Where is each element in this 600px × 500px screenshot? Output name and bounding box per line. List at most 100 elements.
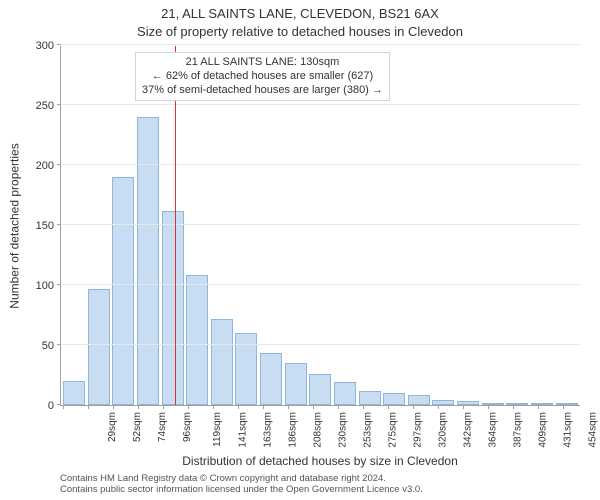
bar bbox=[334, 382, 356, 405]
bar-slot bbox=[63, 381, 87, 405]
bar-slot bbox=[162, 211, 186, 405]
bar-slot bbox=[531, 403, 555, 405]
annotation-line: 37% of semi-detached houses are larger (… bbox=[142, 84, 383, 98]
x-tick-mark bbox=[513, 405, 514, 409]
x-tick-mark bbox=[88, 405, 89, 409]
y-tick-label: 0 bbox=[14, 400, 54, 412]
bar bbox=[309, 374, 331, 405]
bar bbox=[457, 401, 479, 405]
x-tick-label: 431sqm bbox=[563, 412, 574, 448]
bar bbox=[531, 403, 553, 405]
y-tick-mark bbox=[57, 224, 61, 225]
gridline bbox=[61, 104, 580, 105]
x-tick-label: 74sqm bbox=[157, 412, 168, 442]
chart-container: 21, ALL SAINTS LANE, CLEVEDON, BS21 6AX … bbox=[0, 0, 600, 500]
x-axis-label: Distribution of detached houses by size … bbox=[60, 454, 580, 468]
y-tick-label: 300 bbox=[14, 40, 54, 52]
x-tick-label: 208sqm bbox=[313, 412, 324, 448]
y-tick-label: 100 bbox=[14, 280, 54, 292]
x-tick-mark bbox=[338, 405, 339, 409]
x-tick-mark bbox=[163, 405, 164, 409]
x-tick-label: 186sqm bbox=[288, 412, 299, 448]
x-tick-label: 52sqm bbox=[132, 412, 143, 442]
bar-slot bbox=[260, 353, 284, 405]
y-tick-label: 50 bbox=[14, 340, 54, 352]
bar bbox=[260, 353, 282, 405]
x-tick-mark bbox=[263, 405, 264, 409]
chart-title-line2: Size of property relative to detached ho… bbox=[0, 24, 600, 39]
x-tick-label: 364sqm bbox=[488, 412, 499, 448]
x-tick-label: 230sqm bbox=[338, 412, 349, 448]
bar bbox=[63, 381, 85, 405]
chart-title-line1: 21, ALL SAINTS LANE, CLEVEDON, BS21 6AX bbox=[0, 6, 600, 21]
bar-slot bbox=[186, 275, 210, 405]
bar-slot bbox=[359, 391, 383, 405]
x-tick-mark bbox=[238, 405, 239, 409]
x-tick-mark bbox=[488, 405, 489, 409]
x-tick-mark bbox=[388, 405, 389, 409]
gridline bbox=[61, 44, 580, 45]
x-tick-mark bbox=[413, 405, 414, 409]
annotation-line: 21 ALL SAINTS LANE: 130sqm bbox=[142, 56, 383, 70]
x-tick-label: 297sqm bbox=[413, 412, 424, 448]
gridline bbox=[61, 224, 580, 225]
bar-slot bbox=[432, 400, 456, 405]
x-tick-mark bbox=[188, 405, 189, 409]
y-tick-mark bbox=[57, 44, 61, 45]
x-tick-label: 320sqm bbox=[438, 412, 449, 448]
bar bbox=[162, 211, 184, 405]
y-tick-mark bbox=[57, 284, 61, 285]
x-tick-label: 96sqm bbox=[182, 412, 193, 442]
x-tick-label: 387sqm bbox=[513, 412, 524, 448]
bar-slot bbox=[334, 382, 358, 405]
bar-slot bbox=[112, 177, 136, 405]
bar-slot bbox=[506, 403, 530, 405]
bar bbox=[112, 177, 134, 405]
bar-slot bbox=[457, 401, 481, 405]
x-tick-mark bbox=[313, 405, 314, 409]
x-tick-mark bbox=[438, 405, 439, 409]
x-tick-mark bbox=[538, 405, 539, 409]
y-tick-label: 200 bbox=[14, 160, 54, 172]
x-tick-label: 253sqm bbox=[363, 412, 374, 448]
bar bbox=[211, 319, 233, 405]
bar-slot bbox=[211, 319, 235, 405]
x-tick-label: 342sqm bbox=[463, 412, 474, 448]
y-tick-label: 150 bbox=[14, 220, 54, 232]
y-tick-mark bbox=[57, 404, 61, 405]
footnote: Contains HM Land Registry data © Crown c… bbox=[60, 474, 580, 496]
bar bbox=[556, 403, 578, 405]
x-tick-mark bbox=[288, 405, 289, 409]
bar-slot bbox=[556, 403, 580, 405]
x-tick-label: 275sqm bbox=[388, 412, 399, 448]
y-tick-mark bbox=[57, 344, 61, 345]
bar bbox=[359, 391, 381, 405]
bar-slot bbox=[88, 289, 112, 405]
x-tick-label: 29sqm bbox=[107, 412, 118, 442]
y-tick-mark bbox=[57, 164, 61, 165]
x-tick-mark bbox=[113, 405, 114, 409]
x-tick-mark bbox=[363, 405, 364, 409]
bar bbox=[506, 403, 528, 405]
bar-slot bbox=[285, 363, 309, 405]
bar bbox=[482, 403, 504, 405]
y-tick-label: 250 bbox=[14, 100, 54, 112]
x-tick-label: 454sqm bbox=[588, 412, 599, 448]
gridline bbox=[61, 344, 580, 345]
bar bbox=[432, 400, 454, 405]
x-tick-label: 119sqm bbox=[212, 412, 223, 447]
bar-slot bbox=[137, 117, 161, 405]
x-tick-label: 409sqm bbox=[538, 412, 549, 448]
bar-slot bbox=[408, 395, 432, 405]
bar bbox=[88, 289, 110, 405]
bar bbox=[285, 363, 307, 405]
y-tick-mark bbox=[57, 104, 61, 105]
gridline bbox=[61, 164, 580, 165]
x-tick-label: 163sqm bbox=[263, 412, 274, 448]
x-tick-mark bbox=[563, 405, 564, 409]
x-tick-mark bbox=[63, 405, 64, 409]
bar-slot bbox=[482, 403, 506, 405]
plot-area: 21 ALL SAINTS LANE: 130sqm← 62% of detac… bbox=[60, 46, 580, 406]
annotation-box: 21 ALL SAINTS LANE: 130sqm← 62% of detac… bbox=[135, 52, 390, 101]
bar-slot bbox=[383, 393, 407, 405]
